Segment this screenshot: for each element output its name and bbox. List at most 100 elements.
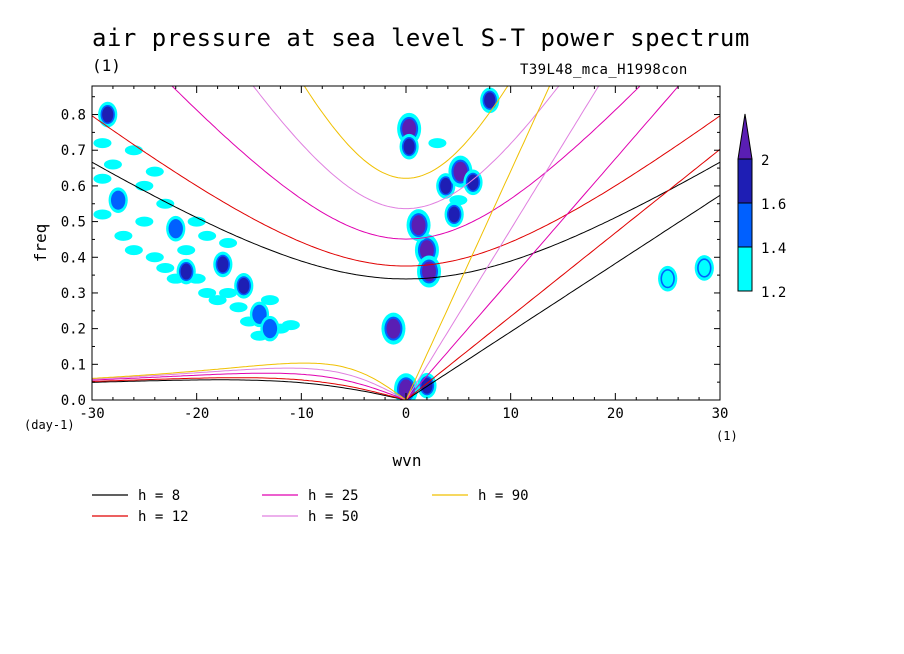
contour-patch [440,177,452,194]
contour-patch [448,206,460,223]
dispersion-curve-kelvin [405,194,720,400]
x-tick-label: 20 [607,406,624,422]
colorbar-extend-arrow [737,113,753,160]
dispersion-curve-kelvin [405,86,551,400]
x-tick-label: 10 [502,406,519,422]
y-tick-label: 0.4 [61,250,86,266]
y-axis-label: freq [31,224,50,263]
contour-patch [187,216,206,227]
legend-entry: h = 90 [478,488,529,504]
y-tick-label: 0.3 [61,286,86,302]
y-tick-label: 0.6 [61,179,86,195]
y-tick-label: 0.7 [61,143,86,159]
legend-entry: h = 8 [138,488,180,504]
contour-patch [419,240,434,261]
dispersion-curves [92,86,720,400]
x-tick-label: -30 [79,406,104,422]
contour-patch [124,145,143,156]
colorbar: 1.2 1.4 1.6 2 [737,113,786,301]
x-tick-label: 30 [712,406,729,422]
x-tick-label: -10 [289,406,314,422]
colorbar-label: 1.6 [761,197,786,213]
contour-patch [219,238,238,248]
y-tick-label: 0.0 [61,393,86,409]
dispersion-curve-kelvin [405,148,720,400]
dispersion-curve-rossby [92,377,407,400]
contour-patch [484,92,496,109]
legend-entry: h = 25 [308,488,359,504]
contour-patch [402,118,417,139]
dispersion-curve-kelvin [405,86,600,400]
contour-patch [422,261,437,282]
legend-entry: h = 12 [138,509,189,525]
contour-patch [698,259,710,276]
contour-patch [135,216,154,227]
contour-patch [253,306,266,323]
contour-patch [453,161,468,182]
contour-patch [281,320,300,331]
x-tick-label: 0 [402,406,410,422]
contour-patch [229,302,248,313]
chart-title: air pressure at sea level S-T power spec… [92,24,750,52]
contour-patch [156,262,175,273]
contour-patch [145,252,164,263]
x-tick-label: -20 [184,406,209,422]
colorbar-box [737,202,753,248]
y-tick-label: 0.5 [61,215,86,231]
y-tick-label: 0.1 [61,357,86,373]
experiment-name: T39L48_mca_H1998con [520,62,688,78]
colorbar-box [737,158,753,204]
contour-patch [198,230,217,241]
contour-patch [403,138,415,155]
legend-entry: h = 50 [308,509,359,525]
contour-patch [156,198,175,209]
contour-patch [103,159,122,170]
power-contours [93,87,714,400]
colorbar-label: 2 [761,153,769,169]
contour-patch [112,192,124,209]
y-unit-label: (day-1) [24,418,75,432]
axis-ticks: 0.0 0.1 0.2 0.3 0.4 0.5 0.6 0.7 0.8 -30 -20 -10 0 10 2… [61,86,729,422]
contour-patch [170,220,182,237]
dispersion-curve-rossby [92,362,407,400]
x-axis-label: wvn [393,451,422,470]
contour-patch [411,215,426,236]
dispersion-curve-ig [252,86,560,210]
dispersion-curve-rossby [92,367,407,400]
y-tick-label: 0.8 [61,108,86,124]
colorbar-label: 1.2 [761,285,786,301]
contour-patch [124,245,143,256]
contour-patch [260,295,279,306]
dispersion-curve-ig [92,161,720,280]
contour-patch [428,138,447,149]
dispersion-curve-rossby [92,372,407,400]
contour-patch [238,277,250,294]
contour-patch [114,230,133,241]
contour-patch [467,174,479,191]
dispersion-curve-ig [303,86,509,179]
dispersion-curve-ig [92,115,720,267]
y-tick-label: 0.2 [61,322,86,338]
contour-patch [208,295,227,306]
chart-unit-label: (1) [92,56,121,75]
contour-patch [662,270,674,287]
contour-patch [93,209,112,220]
contour-patch [93,138,112,149]
contour-patch [102,106,114,123]
contour-patch [386,318,401,339]
contour-patch [198,287,217,298]
colorbar-label: 1.4 [761,241,786,257]
contour-patch [93,173,112,184]
legend: h = 8 h = 12 h = 25 h = 50 h = 90 [92,488,529,525]
dispersion-curve-rossby [92,379,407,400]
contour-patch [177,245,196,256]
contour-patch [180,263,192,280]
contour-patch [264,320,276,337]
dispersion-curve-kelvin [405,86,680,400]
contour-patch [217,256,229,273]
contour-patch [145,166,164,177]
contour-patch [135,180,154,191]
x-unit-label: (1) [716,429,738,443]
dispersion-curve-ig [171,86,641,240]
